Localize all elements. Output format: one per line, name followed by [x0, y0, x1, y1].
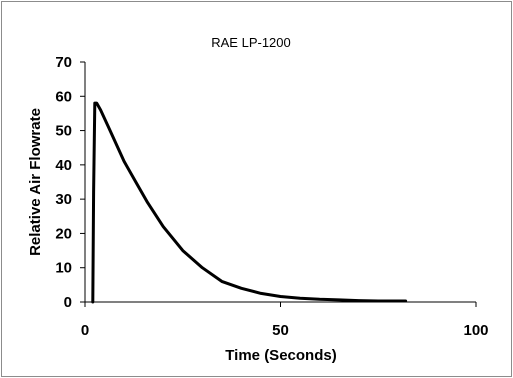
x-ticks: 0 50 100 — [81, 302, 489, 339]
x-tick-label: 0 — [81, 322, 89, 339]
x-tick-label: 100 — [463, 322, 488, 339]
y-tick-label: 50 — [55, 123, 72, 140]
y-ticks: 0 10 20 30 40 50 60 70 — [55, 54, 85, 311]
x-tick-label: 50 — [272, 322, 289, 339]
y-tick-label: 0 — [64, 294, 72, 311]
x-axis-title: Time (Seconds) — [225, 347, 336, 364]
y-tick-label: 40 — [55, 157, 72, 174]
series-line — [91, 101, 408, 304]
y-tick-label: 30 — [55, 191, 72, 208]
y-axis-title: Relative Air Flowrate — [27, 108, 44, 256]
y-tick-label: 20 — [55, 225, 72, 242]
chart-title: RAE LP-1200 — [211, 35, 291, 50]
y-tick-label: 60 — [55, 88, 72, 105]
y-tick-label: 70 — [55, 54, 72, 71]
y-tick-label: 10 — [55, 260, 72, 277]
